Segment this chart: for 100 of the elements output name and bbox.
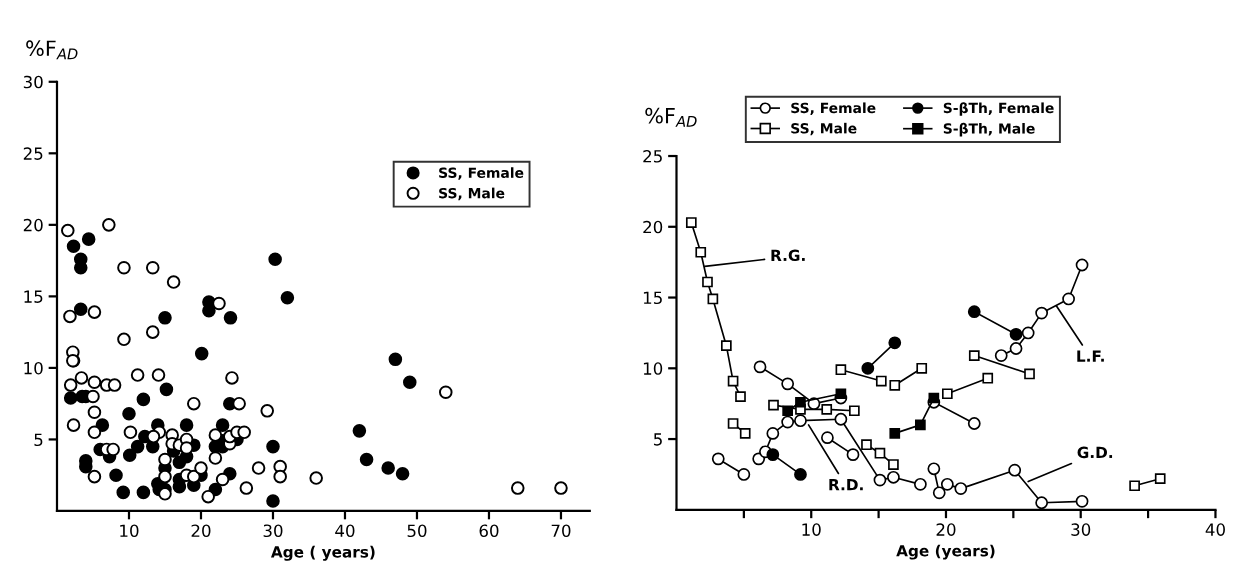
point [87, 405, 102, 420]
point [1062, 292, 1075, 306]
point [1009, 327, 1023, 341]
annotation: R.G. [771, 249, 805, 262]
point [927, 462, 941, 476]
legend-label: SS, Female [791, 102, 876, 115]
point [117, 332, 131, 347]
point [145, 325, 160, 339]
point [735, 391, 746, 402]
legend-label: S-βTh, Female [943, 102, 1054, 116]
y-tick-label: 10 [643, 362, 663, 375]
point [273, 469, 287, 484]
y-tick-label: 5 [34, 433, 43, 447]
point [187, 469, 201, 484]
point [87, 425, 102, 440]
point [739, 428, 751, 439]
point [954, 482, 968, 495]
point [888, 459, 899, 470]
annotation: G.D. [1077, 446, 1113, 459]
point [821, 431, 834, 445]
point [887, 470, 900, 484]
point [208, 451, 223, 465]
point [510, 481, 525, 495]
point [874, 447, 886, 459]
point [554, 481, 568, 495]
x-tick-label: 30 [1071, 523, 1091, 536]
point [737, 468, 751, 481]
point [87, 469, 102, 484]
point [107, 378, 122, 392]
point [187, 396, 201, 411]
y-tick-label: 5 [653, 433, 662, 446]
point [237, 425, 251, 440]
point [158, 469, 172, 484]
x-tick-label: 30 [263, 524, 283, 538]
point [711, 452, 725, 466]
point [861, 439, 872, 451]
point [849, 405, 860, 417]
point [66, 418, 81, 432]
point [702, 276, 713, 288]
y-tick-label: 15 [24, 290, 43, 303]
point [260, 404, 274, 418]
y-tick-label: 10 [24, 361, 43, 375]
legend-label: SS, Female [439, 167, 524, 180]
point [835, 388, 847, 400]
legend-label: SS, Male [439, 187, 505, 201]
point [835, 364, 847, 376]
point [1075, 258, 1089, 272]
point [846, 448, 860, 462]
point [1129, 480, 1140, 492]
x-axis-title: Age (years) [896, 544, 995, 560]
point [102, 218, 116, 232]
point [158, 452, 172, 467]
point [208, 428, 223, 442]
point [1075, 494, 1089, 508]
point [145, 260, 160, 275]
legend-label: SS, Male [791, 122, 857, 136]
x-axis-title: Age ( years) [270, 545, 375, 561]
x-tick-label: 40 [1205, 523, 1225, 536]
x-tick-label: 40 [335, 524, 355, 538]
point [727, 418, 739, 429]
point [438, 385, 453, 400]
point [1009, 342, 1023, 355]
point [753, 360, 767, 374]
point [932, 486, 946, 500]
point [720, 340, 732, 352]
point [63, 309, 77, 324]
y-tick-label: 15 [643, 291, 662, 305]
point [781, 415, 795, 429]
point [87, 375, 102, 389]
point [982, 372, 994, 384]
point [861, 361, 875, 375]
y-tick-label: 20 [643, 220, 663, 234]
point [967, 417, 981, 430]
point [1024, 368, 1035, 380]
point [215, 472, 230, 487]
x-tick-label: 20 [936, 523, 956, 536]
point [888, 336, 902, 350]
point [179, 441, 194, 455]
x-tick-label: 20 [191, 524, 211, 538]
point [695, 246, 707, 258]
point [309, 471, 323, 485]
point [889, 379, 901, 391]
y-axis-title: %F$_{AD}$ [645, 107, 697, 127]
point [915, 419, 926, 431]
point [968, 350, 980, 361]
point [782, 405, 794, 417]
point [994, 349, 1008, 362]
point [685, 217, 697, 228]
point [1035, 496, 1049, 510]
point [239, 481, 254, 495]
point [151, 368, 166, 382]
y-axis-title: %F$_{AD}$ [26, 40, 78, 60]
point [821, 403, 833, 415]
point [232, 396, 246, 411]
point [781, 377, 795, 391]
point [794, 414, 807, 428]
point [251, 461, 266, 475]
point [87, 305, 102, 319]
point [875, 375, 887, 387]
point [201, 489, 215, 504]
